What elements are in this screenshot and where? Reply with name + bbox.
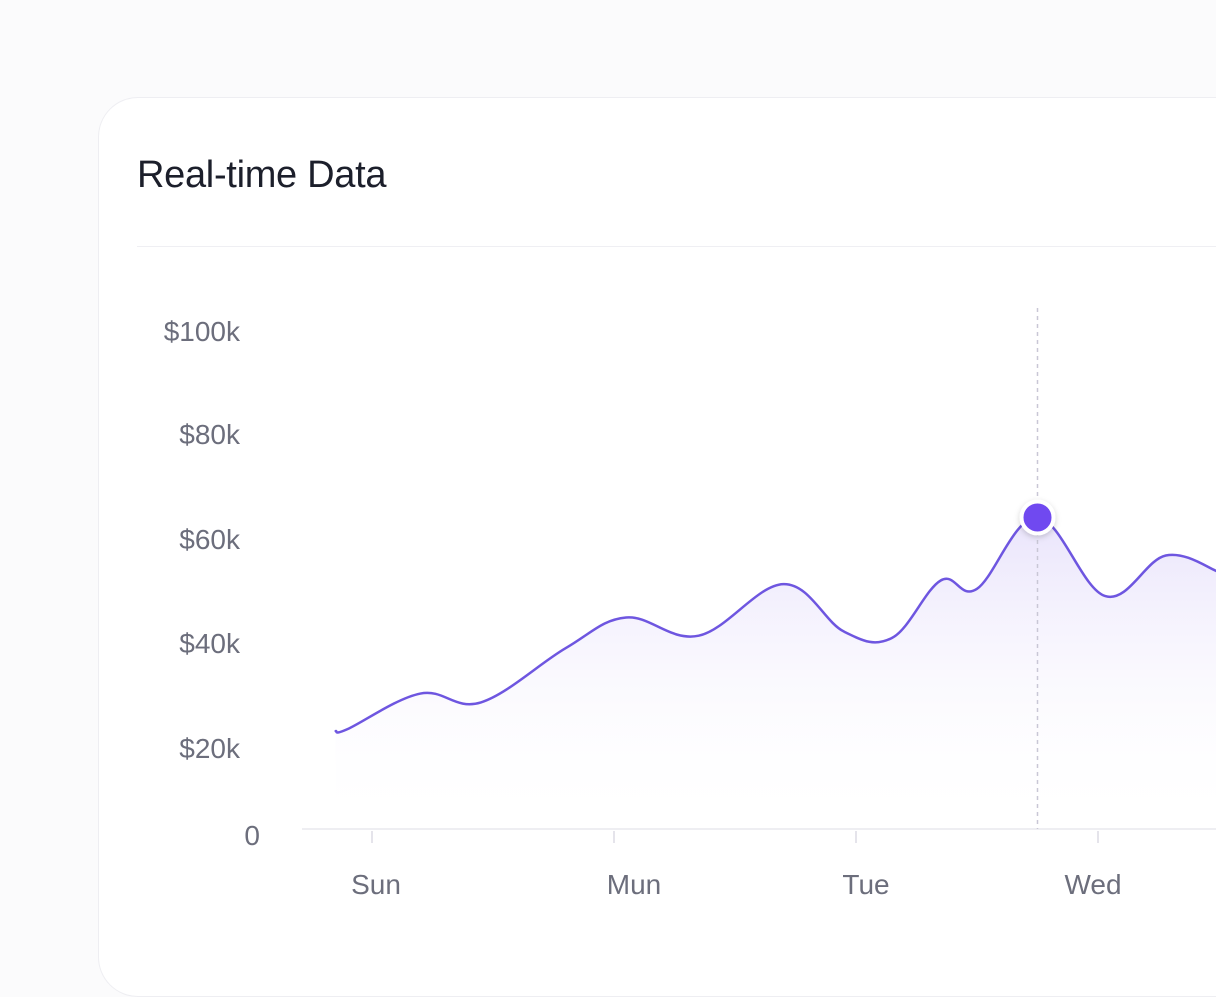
series-line (334, 516, 1216, 734)
x-tick-label: Sun (351, 869, 401, 900)
header-divider (137, 246, 1216, 247)
x-tick-label: Wed (1064, 869, 1121, 900)
series-area (335, 517, 1216, 829)
y-tick-label: $40k (179, 628, 241, 659)
y-tick-label: $20k (179, 733, 241, 764)
y-tick-label: $100k (164, 316, 241, 347)
y-tick-label: $80k (179, 419, 241, 450)
x-tick-label: Tue (842, 869, 889, 900)
area-chart: 0 $20k $40k $60k $80k $100k Sun Mun Tue … (164, 308, 1216, 900)
card-title: Real-time Data (137, 154, 387, 196)
y-tick-label: $60k (179, 524, 241, 555)
y-tick-label: 0 (244, 820, 260, 851)
highlighted-point-marker[interactable] (1019, 499, 1056, 536)
x-tick-label: Mun (607, 869, 661, 900)
